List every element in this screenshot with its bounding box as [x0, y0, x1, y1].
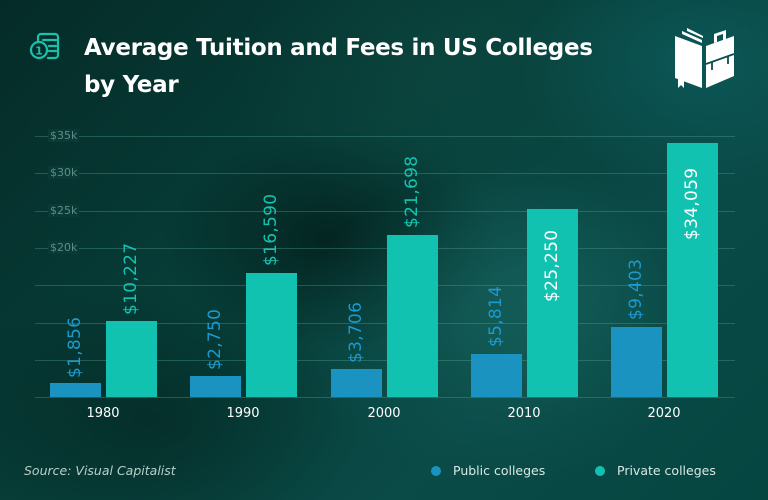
- gridline-baseline: [35, 397, 735, 398]
- gridline-20k: [35, 248, 735, 249]
- svg-text:1: 1: [35, 45, 43, 58]
- bar-private-2010: [527, 209, 578, 397]
- x-tick-label-2010: 2010: [507, 406, 541, 421]
- legend-swatch-public: [431, 465, 441, 476]
- gridline-15k: [35, 285, 735, 286]
- x-tick-label-1980: 1980: [86, 406, 120, 421]
- bar-public-1990: [190, 376, 241, 397]
- y-tick-label-25k: $25k: [48, 204, 80, 217]
- bar-public-1980: [50, 383, 101, 397]
- value-label-private-2010: $25,250: [542, 229, 562, 302]
- value-label-public-1980: $1,856: [65, 316, 85, 378]
- value-label-private-2020: $34,059: [682, 167, 702, 240]
- value-label-private-1980: $10,227: [121, 242, 141, 315]
- gridline-30k: [35, 173, 735, 174]
- bar-private-2020: [667, 143, 718, 397]
- x-tick-label-1990: 1990: [226, 406, 260, 421]
- value-label-public-2010: $5,814: [486, 285, 506, 347]
- legend-item-private: Private colleges: [595, 463, 716, 478]
- legend-label-public: Public colleges: [453, 463, 546, 478]
- value-label-public-2020: $9,403: [626, 258, 646, 320]
- legend-label-private: Private colleges: [617, 463, 716, 478]
- y-tick-label-20k: $20k: [48, 241, 80, 254]
- gridline-10k: [35, 323, 735, 324]
- bar-public-2020: [611, 327, 662, 397]
- value-label-private-2000: $21,698: [402, 155, 422, 228]
- book-and-backpack-icon: [675, 28, 735, 88]
- x-tick-label-2020: 2020: [647, 406, 681, 421]
- coin-stack-icon: 1: [29, 32, 60, 60]
- bar-private-2000: [387, 235, 438, 397]
- y-tick-label-30k: $30k: [48, 166, 80, 179]
- chart-title-line1: Average Tuition and Fees in US Colleges: [84, 35, 593, 61]
- source-note: Source: Visual Capitalist: [24, 463, 176, 478]
- chart-title: Average Tuition and Fees in US Colleges …: [84, 30, 593, 104]
- bar-private-1980: [106, 321, 157, 397]
- value-label-private-1990: $16,590: [261, 193, 281, 266]
- bar-public-2010: [471, 354, 522, 397]
- legend-swatch-private: [595, 465, 605, 476]
- x-tick-label-2000: 2000: [367, 406, 401, 421]
- bar-private-1990: [246, 273, 297, 397]
- y-tick-label-35k: $35k: [48, 129, 80, 142]
- gridline-35k: [35, 136, 735, 137]
- chart-title-line2: by Year: [84, 72, 179, 98]
- legend-item-public: Public colleges: [431, 463, 545, 478]
- value-label-public-1990: $2,750: [205, 308, 225, 370]
- gridline-25k: [35, 211, 735, 212]
- value-label-public-2000: $3,706: [346, 301, 366, 363]
- gridline-5k: [35, 360, 735, 361]
- bar-public-2000: [331, 369, 382, 397]
